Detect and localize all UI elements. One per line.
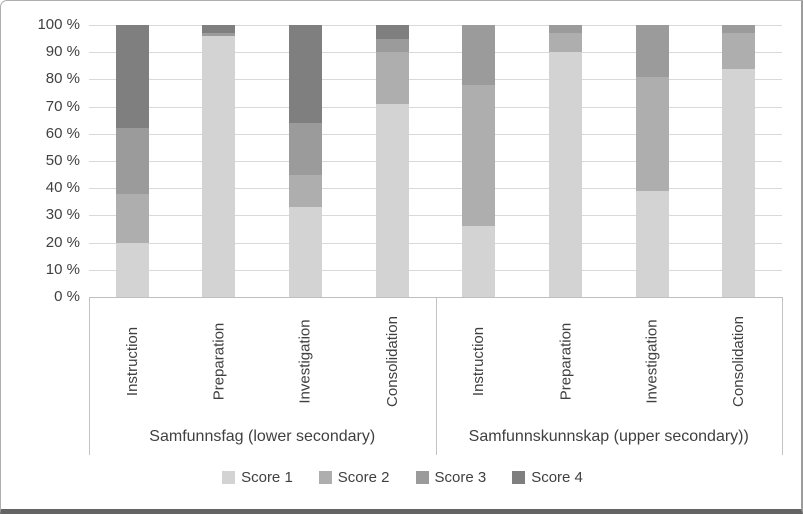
- bar-segment-score1-investigation: [636, 190, 669, 297]
- bar-segment-score4-instruction: [116, 25, 149, 129]
- category-label-instruction: Instruction: [436, 303, 523, 419]
- bar-segment-score2-instruction: [462, 84, 495, 227]
- gridline: [89, 79, 782, 80]
- x-axis-line: [89, 297, 782, 298]
- category-label-text: Consolidation: [383, 315, 401, 407]
- bar-segment-score1-consolidation: [722, 68, 755, 297]
- bar-segment-score1-consolidation: [376, 103, 409, 297]
- bar-segment-score3-consolidation: [376, 38, 409, 53]
- legend-swatch-icon: [415, 470, 429, 484]
- y-tick-label: 40 %: [45, 179, 80, 197]
- legend-item-score2: Score 2: [318, 468, 390, 486]
- bar-segment-score4-preparation: [202, 25, 235, 34]
- bar-segment-score2-consolidation: [722, 33, 755, 69]
- bar-segment-score3-investigation: [289, 122, 322, 175]
- y-tick-label: 70 %: [45, 97, 80, 115]
- bar-segment-score2-investigation: [289, 174, 322, 208]
- category-label-instruction: Instruction: [89, 303, 176, 419]
- y-tick-label: 20 %: [45, 233, 80, 251]
- category-label-text: Preparation: [556, 322, 574, 400]
- y-tick-label: 90 %: [45, 43, 80, 61]
- category-label-text: Investigation: [643, 318, 661, 404]
- gridline: [89, 270, 782, 271]
- category-separator-line: [782, 297, 783, 455]
- category-label-text: Investigation: [297, 318, 315, 404]
- gridline: [89, 243, 782, 244]
- legend-label: Score 2: [337, 468, 390, 486]
- gridline: [89, 188, 782, 189]
- gridline: [89, 161, 782, 162]
- category-separator-line: [89, 297, 90, 455]
- gridline: [89, 52, 782, 53]
- category-label-investigation: Investigation: [262, 303, 349, 419]
- category-label-text: Instruction: [123, 326, 141, 396]
- category-label-consolidation: Consolidation: [349, 303, 436, 419]
- legend-label: Score 1: [241, 468, 293, 486]
- category-label-text: Instruction: [470, 326, 488, 396]
- y-tick-label: 80 %: [45, 70, 80, 88]
- y-tick-label: 0 %: [54, 288, 80, 305]
- legend: Score 1 Score 2 Score 3 Score 4: [1, 461, 803, 493]
- bar-segment-score3-preparation: [549, 25, 582, 34]
- legend-label: Score 4: [531, 468, 583, 486]
- group-label: Samfunnsfag (lower secondary): [149, 428, 376, 445]
- plot-area: [89, 25, 782, 298]
- bar-segment-score3-instruction: [462, 25, 495, 85]
- y-tick-label: 50 %: [45, 152, 80, 169]
- bar-segment-score2-investigation: [636, 76, 669, 191]
- y-tick-label: 10 %: [45, 260, 80, 278]
- category-label-investigation: Investigation: [609, 303, 696, 419]
- gridline: [89, 107, 782, 108]
- category-separator-line: [436, 297, 437, 455]
- y-tick-label: 60 %: [45, 124, 80, 142]
- category-label-text: Consolidation: [730, 315, 748, 407]
- y-tick-label: 100 %: [37, 16, 80, 33]
- y-tick-label: 30 %: [45, 206, 80, 224]
- bar-segment-score3-preparation: [202, 33, 235, 36]
- category-label-text: Preparation: [210, 322, 228, 400]
- bar-segment-score3-consolidation: [722, 25, 755, 34]
- bar-segment-score3-investigation: [636, 25, 669, 77]
- legend-swatch-icon: [222, 470, 236, 484]
- legend-item-score1: Score 1: [222, 469, 293, 486]
- gridline: [89, 25, 782, 26]
- legend-label: Score 3: [434, 468, 487, 486]
- category-label-preparation: Preparation: [176, 303, 263, 419]
- bar-segment-score4-consolidation: [376, 25, 409, 39]
- bar-segment-score2-consolidation: [376, 52, 409, 104]
- bar-segment-score2-preparation: [549, 33, 582, 53]
- gridline: [89, 134, 782, 135]
- group-label: Samfunnskunnskap (upper secondary)): [468, 428, 749, 445]
- category-label-consolidation: Consolidation: [695, 303, 782, 419]
- legend-swatch-icon: [318, 470, 332, 484]
- category-label-preparation: Preparation: [522, 303, 609, 419]
- gridline: [89, 215, 782, 216]
- legend-item-score3: Score 3: [415, 468, 487, 486]
- bar-segment-score2-instruction: [116, 193, 149, 243]
- bar-segment-score1-preparation: [202, 35, 235, 297]
- bar-segment-score1-preparation: [549, 52, 582, 297]
- bar-segment-score4-investigation: [289, 25, 322, 123]
- legend-item-score4: Score 4: [512, 469, 583, 486]
- bar-segment-score3-instruction: [116, 128, 149, 194]
- legend-swatch-icon: [512, 470, 526, 484]
- bar-segment-score1-instruction: [116, 242, 149, 297]
- bar-segment-score1-investigation: [289, 207, 322, 297]
- bar-segment-score1-instruction: [462, 226, 495, 297]
